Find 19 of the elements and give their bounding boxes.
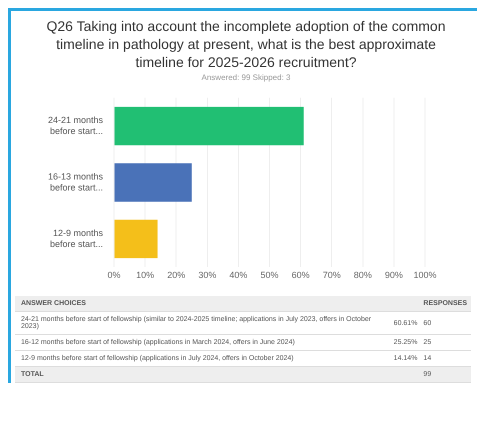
x-tick-label: 30%	[198, 270, 216, 280]
chart-subtitle: Answered: 99 Skipped: 3	[200, 73, 292, 82]
x-tick-label: 10%	[136, 270, 154, 280]
x-tick-label: 60%	[292, 270, 310, 280]
bar	[114, 106, 304, 146]
y-tick-label: 12-9 months before start...	[50, 228, 104, 249]
x-tick-label: 40%	[229, 270, 248, 280]
x-tick-label: 20%	[167, 270, 186, 280]
x-tick-label: 100%	[413, 270, 437, 280]
x-tick-label: 0%	[108, 270, 121, 280]
bar	[114, 220, 158, 258]
bar	[114, 163, 192, 202]
chart-title: Q26 Taking into account the incomplete adoption of the common timeline in pathology at present, what is the best approximate timeline for 2025-2026 recruitment?	[46, 17, 446, 72]
y-tick-label: 16-13 months before start...	[48, 172, 104, 192]
x-tick-label: 90%	[384, 270, 403, 280]
x-tick-label: 80%	[354, 270, 372, 280]
x-tick-label: 70%	[322, 270, 341, 280]
y-tick-label: 24-21 months before start...	[48, 115, 104, 136]
x-tick-label: 50%	[260, 270, 279, 280]
